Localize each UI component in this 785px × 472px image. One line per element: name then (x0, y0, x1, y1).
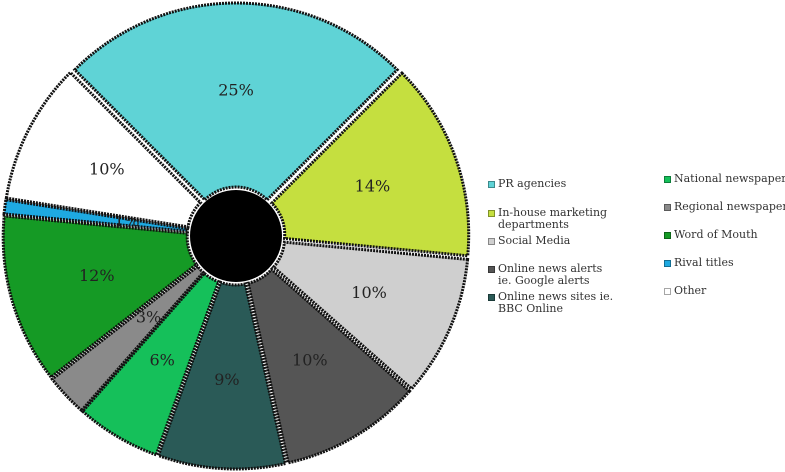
legend-item-regional-newspapers: Regional newspapers (664, 201, 785, 213)
legend-label: Regional newspapers (674, 200, 785, 213)
legend-item-word-of-mouth: Word of Mouth (664, 229, 785, 241)
slice-online-news-sites-ie-bbc-online (156, 280, 288, 471)
slice-value-label: 10% (351, 283, 387, 302)
legend-item-social-media: Social Media (488, 235, 618, 247)
legend-label: In-house marketing departments (498, 206, 608, 231)
legend-label: Word of Mouth (674, 228, 758, 241)
slice-value-label: 25% (218, 81, 254, 100)
donut-hole (190, 190, 282, 282)
slice-rival-titles (2, 197, 190, 233)
legend-label: National newspapers (674, 172, 785, 185)
slice-other (4, 70, 203, 229)
slice-value-label: 6% (149, 350, 174, 369)
legend-label: PR agencies (498, 177, 567, 190)
slice-value-label: 10% (89, 160, 125, 179)
legend-swatch (664, 260, 671, 267)
legend-swatch (488, 181, 495, 188)
slice-value-label: 3% (136, 308, 161, 327)
slice-online-news-alerts-ie-google-alerts (246, 267, 412, 465)
legend-item-in-house-marketing: In-house marketing departments (488, 207, 618, 231)
legend-item-rival-titles: Rival titles (664, 257, 785, 269)
legend-swatch (664, 176, 671, 183)
legend-swatch (488, 238, 495, 245)
legend-swatch (488, 210, 495, 217)
legend-item-pr-agencies: PR agencies (488, 178, 618, 190)
chart-legend: PR agencies In-house marketing departmen… (488, 170, 785, 330)
slice-value-label: 12% (79, 266, 115, 285)
legend-swatch (488, 294, 495, 301)
legend-item-online-news-alerts: Online news alerts ie. Google alerts (488, 263, 618, 287)
legend-swatch (488, 266, 495, 273)
legend-label: Online news alerts ie. Google alerts (498, 262, 603, 287)
slice-pr-agencies (72, 1, 400, 203)
legend-swatch (664, 288, 671, 295)
legend-label: Social Media (498, 234, 571, 247)
legend-item-online-news-sites: Online news sites ie. BBC Online (488, 291, 618, 315)
legend-label: Online news sites ie. BBC Online (498, 290, 614, 315)
slice-value-label: 14% (355, 176, 391, 195)
slice-in-house-marketing-departments (269, 70, 471, 258)
slice-value-label: 10% (292, 350, 328, 369)
legend-item-other: Other (664, 285, 785, 297)
donut-chart: 25%14%10%10%9%6%3%12%1%10% (1, 1, 471, 471)
legend-label: Other (674, 284, 707, 297)
slice-social-media (271, 240, 470, 391)
legend-item-national-newspapers: National newspapers (664, 173, 785, 185)
slice-value-label: 9% (214, 370, 239, 389)
legend-label: Rival titles (674, 256, 734, 269)
legend-swatch (664, 204, 671, 211)
slice-national-newspapers (80, 271, 221, 457)
slice-regional-newspapers (50, 264, 206, 413)
slice-word-of-mouth (1, 214, 199, 380)
legend-swatch (664, 232, 671, 239)
